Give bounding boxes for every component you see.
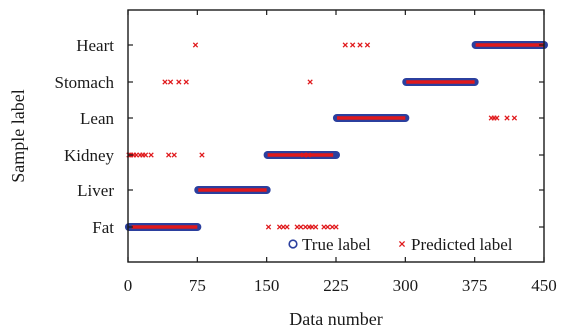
predicted-label-point	[325, 224, 331, 230]
y-tick-label-lean: Lean	[80, 109, 114, 128]
y-tick-label-stomach: Stomach	[55, 73, 115, 92]
predicted-label-point	[349, 42, 356, 48]
predicted-label-point	[142, 152, 149, 158]
legend-true-label-text: True label	[302, 235, 371, 254]
y-tick-label-heart: Heart	[76, 36, 114, 55]
legend-true-label-marker	[288, 239, 298, 249]
y-axis: Fat Liver Kidney Lean Stomach Heart	[55, 36, 544, 237]
predicted-label-point	[192, 42, 199, 48]
true-label-series	[124, 41, 548, 231]
predicted-label-point	[305, 152, 311, 158]
predicted-label-point	[183, 79, 189, 85]
predicted-label-point	[511, 115, 518, 121]
legend-predicted-label-marker	[398, 240, 406, 248]
x-tick-label: 225	[323, 276, 349, 295]
y-tick-label-kidney: Kidney	[64, 146, 115, 165]
legend-predicted-label-text: Predicted label	[411, 235, 513, 254]
predicted-label-point	[298, 224, 304, 230]
x-tick-label: 150	[254, 276, 280, 295]
x-axis: 0 75 150 225 300 375 450	[124, 10, 557, 295]
x-tick-label: 75	[189, 276, 206, 295]
predicted-label-point	[333, 224, 339, 230]
predicted-label-point	[166, 152, 172, 158]
x-tick-label: 375	[462, 276, 488, 295]
predicted-label-series	[126, 42, 544, 230]
predicted-label-point	[342, 42, 348, 48]
legend: True label Predicted label	[288, 235, 513, 254]
predicted-label-point	[176, 79, 182, 85]
predicted-label-point	[199, 152, 205, 158]
x-tick-label: 300	[393, 276, 419, 295]
predicted-label-point	[357, 42, 363, 48]
predicted-label-point	[313, 224, 319, 230]
predicted-label-point	[162, 79, 168, 85]
y-axis-title: Sample label	[8, 89, 28, 182]
y-tick-label-liver: Liver	[77, 181, 114, 200]
x-tick-label: 450	[531, 276, 557, 295]
predicted-label-point	[265, 224, 272, 230]
x-tick-label: 0	[124, 276, 133, 295]
predicted-label-point	[307, 79, 313, 85]
x-axis-title: Data number	[289, 309, 382, 329]
predicted-label-point	[284, 224, 290, 230]
predicted-label-point	[364, 42, 371, 48]
predicted-label-point	[504, 115, 510, 121]
predicted-label-point	[171, 152, 177, 158]
predicted-label-point	[167, 79, 174, 85]
legend-predicted-x-icon	[398, 240, 406, 248]
predicted-label-point	[494, 115, 500, 121]
predicted-label-point	[148, 152, 154, 158]
predicted-label-point	[300, 152, 307, 158]
y-tick-label-fat: Fat	[92, 218, 114, 237]
